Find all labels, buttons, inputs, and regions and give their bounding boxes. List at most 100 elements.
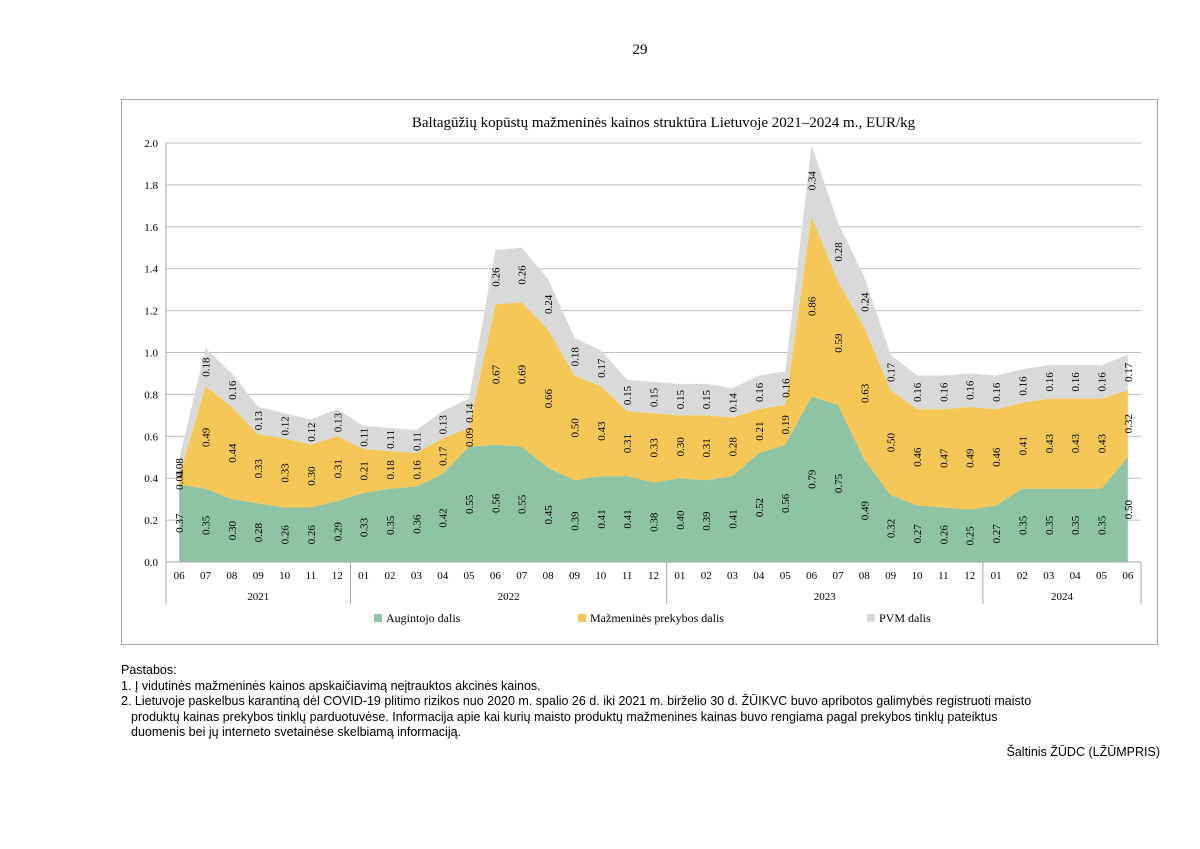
x-tick-label: 09 — [885, 570, 897, 582]
legend-label: Augintojo dalis — [386, 611, 461, 625]
year-label: 2022 — [498, 591, 520, 603]
data-label: 0.69 — [517, 364, 529, 384]
notes: Pastabos: 1. Į vidutinės mažmeninės kain… — [121, 663, 1161, 741]
y-tick-label: 1.4 — [144, 264, 158, 276]
data-label: 0.29 — [332, 521, 344, 541]
data-label: 0.32 — [886, 519, 898, 538]
x-tick-label: 10 — [595, 570, 607, 582]
data-label: 0.14 — [728, 393, 740, 413]
data-label: 0.09 — [464, 427, 476, 447]
data-label: 0.33 — [253, 459, 265, 479]
year-label: 2024 — [1051, 591, 1074, 603]
data-label: 0.16 — [1070, 372, 1082, 392]
data-label: 0.33 — [649, 438, 661, 458]
data-label: 0.44 — [227, 443, 239, 463]
x-tick-label: 07 — [200, 570, 212, 582]
x-tick-label: 01 — [991, 570, 1002, 582]
data-label: 0.08 — [174, 458, 186, 478]
data-label: 0.12 — [280, 416, 292, 435]
year-label: 2023 — [814, 591, 837, 603]
note-2: 2. Lietuvoje paskelbus karantiną dėl COV… — [121, 694, 1032, 708]
data-label: 0.43 — [1096, 434, 1108, 454]
chart-title: Baltagūžių kopūstų mažmeninės kainos str… — [412, 115, 916, 131]
data-label: 0.38 — [649, 512, 661, 532]
data-label: 0.33 — [280, 463, 292, 483]
data-label: 0.50 — [886, 432, 898, 452]
data-label: 0.13 — [253, 410, 265, 430]
data-label: 0.19 — [780, 415, 792, 435]
data-label: 0.35 — [1096, 515, 1108, 535]
y-tick-label: 2.0 — [144, 138, 158, 150]
x-tick-label: 11 — [622, 570, 633, 582]
x-tick-label: 05 — [780, 570, 792, 582]
data-label: 0.16 — [912, 382, 924, 402]
data-label: 0.28 — [253, 523, 265, 543]
data-label: 0.40 — [675, 510, 687, 530]
data-label: 0.35 — [1044, 515, 1056, 535]
data-label: 0.49 — [859, 501, 871, 521]
data-label: 0.17 — [1123, 362, 1135, 382]
y-tick-label: 0.8 — [144, 389, 158, 401]
data-label: 0.37 — [174, 513, 186, 533]
data-label: 0.31 — [332, 459, 344, 478]
note-2-cont-1: produktų kainas prekybos tinklų parduotu… — [131, 709, 998, 724]
data-label: 0.24 — [543, 294, 555, 314]
x-tick-label: 06 — [490, 570, 502, 582]
data-label: 0.11 — [411, 432, 423, 451]
data-label: 0.36 — [411, 514, 423, 534]
y-tick-label: 0.0 — [144, 557, 158, 569]
x-tick-label: 10 — [912, 570, 924, 582]
data-label: 0.35 — [201, 515, 213, 535]
data-label: 0.43 — [1044, 434, 1056, 454]
data-label: 0.41 — [622, 509, 634, 528]
x-tick-label: 11 — [306, 570, 317, 582]
data-label: 0.24 — [859, 292, 871, 312]
data-label: 0.15 — [622, 385, 634, 405]
data-label: 0.17 — [596, 358, 608, 378]
x-tick-label: 03 — [1043, 570, 1055, 582]
data-label: 0.39 — [701, 511, 713, 531]
data-label: 0.63 — [859, 383, 871, 403]
data-label: 0.56 — [490, 493, 502, 513]
data-label: 0.11 — [359, 428, 371, 447]
data-label: 0.16 — [411, 460, 423, 480]
x-tick-label: 12 — [964, 570, 975, 582]
data-label: 0.32 — [1123, 414, 1135, 433]
x-tick-label: 04 — [753, 570, 765, 582]
legend-label: Mažmeninės prekybos dalis — [590, 611, 724, 625]
data-label: 0.17 — [438, 446, 450, 466]
x-tick-label: 08 — [226, 570, 238, 582]
data-label: 0.52 — [754, 498, 766, 517]
data-label: 0.30 — [227, 520, 239, 540]
y-tick-label: 1.8 — [144, 180, 158, 192]
note-2-cont-2: duomenis bei jų interneto svetainėse ske… — [131, 725, 462, 739]
data-label: 0.49 — [201, 427, 213, 447]
x-tick-label: 01 — [358, 570, 369, 582]
data-label: 0.21 — [359, 461, 371, 480]
data-label: 0.16 — [938, 382, 950, 402]
data-label: 0.33 — [359, 517, 371, 537]
data-label: 0.15 — [701, 390, 713, 410]
x-tick-label: 07 — [516, 570, 528, 582]
x-tick-label: 01 — [674, 570, 685, 582]
data-label: 0.46 — [991, 447, 1003, 467]
data-label: 0.66 — [543, 388, 555, 408]
x-tick-label: 05 — [1096, 570, 1108, 582]
data-label: 0.30 — [306, 466, 318, 486]
chart-container: Baltagūžių kopūstų mažmeninės kainos str… — [121, 99, 1158, 645]
note-1: 1. Į vidutinės mažmeninės kainos apskaič… — [121, 678, 541, 693]
y-tick-label: 0.4 — [144, 473, 158, 485]
data-label: 0.35 — [385, 515, 397, 535]
data-label: 0.30 — [675, 437, 687, 457]
data-label: 0.41 — [596, 509, 608, 528]
x-tick-label: 10 — [279, 570, 291, 582]
legend-swatch — [374, 614, 382, 622]
data-label: 0.26 — [490, 267, 502, 287]
data-label: 0.27 — [912, 524, 924, 544]
source-text: Šaltinis ŽŪDC (LŽŪMPRIS) — [1006, 745, 1161, 759]
y-tick-label: 1.6 — [144, 222, 158, 234]
data-label: 0.67 — [490, 364, 502, 384]
data-label: 0.13 — [438, 415, 450, 435]
x-tick-label: 06 — [806, 570, 818, 582]
data-label: 0.16 — [227, 380, 239, 400]
